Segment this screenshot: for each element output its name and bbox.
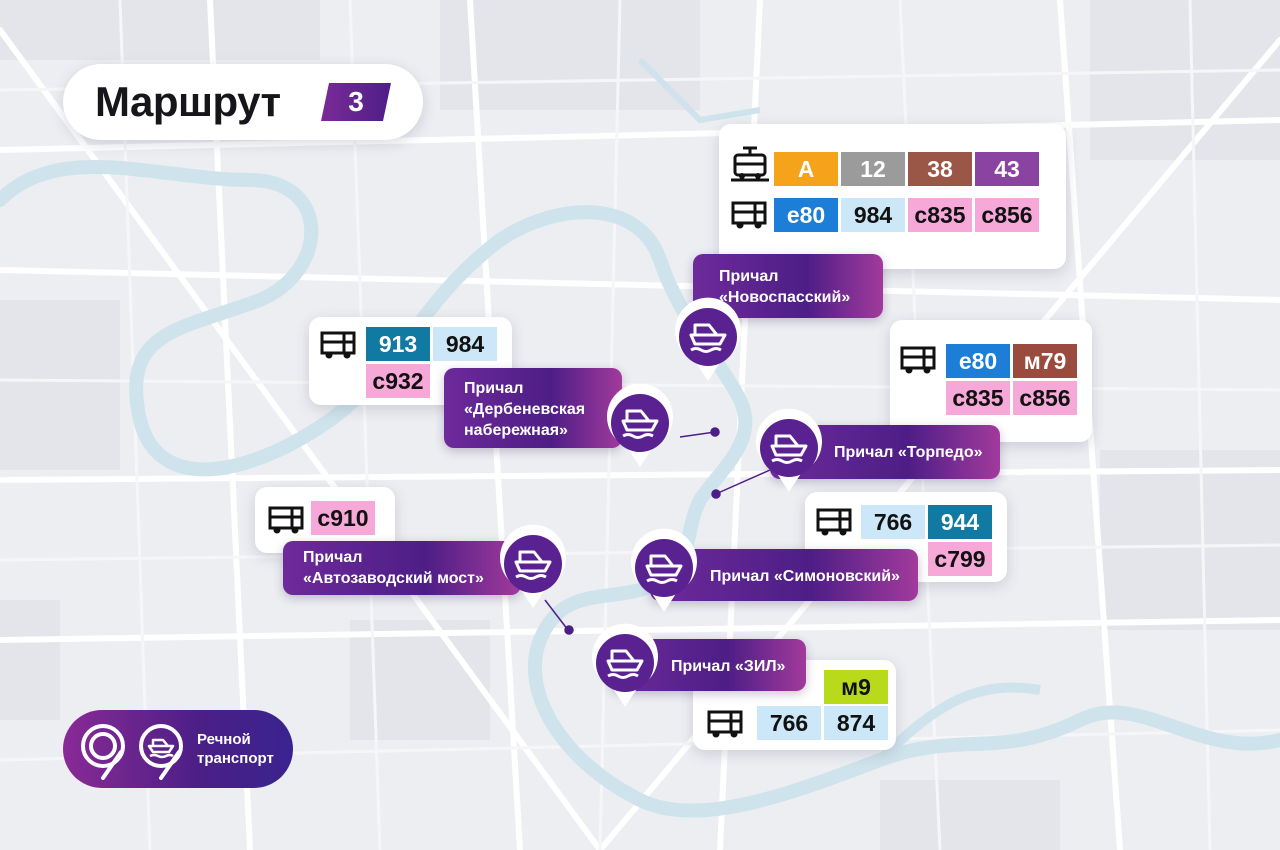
- pier-pin-avtozavodsky[interactable]: [498, 524, 568, 612]
- pier-label-line: Причал: [464, 380, 524, 397]
- route-title: Маршрут: [95, 78, 281, 125]
- pier-pin-torpedo[interactable]: [754, 408, 824, 496]
- pier-label-line: «Дербеневская: [464, 401, 586, 418]
- bus-route-984: 984: [841, 198, 905, 232]
- bus-icon: [320, 331, 356, 359]
- route-number-badge: 3: [321, 83, 391, 121]
- tram-route-38: 38: [908, 152, 972, 186]
- pier-pin-zil[interactable]: [590, 623, 660, 711]
- tram-route-43: 43: [975, 152, 1039, 186]
- tram-route-a: А: [774, 152, 838, 186]
- pier-label-line: «Автозаводский мост»: [303, 570, 484, 587]
- transfer-card-derbenevskaya: 913 984 с932: [309, 317, 512, 405]
- pier-pin-derbenevskaya[interactable]: [605, 383, 675, 471]
- pier-label-line: Причал «ЗИЛ»: [671, 658, 786, 675]
- bus-icon: [707, 710, 743, 738]
- bus-route-c799: с799: [928, 542, 992, 576]
- boat-icon: [500, 524, 566, 608]
- bus-route-874: 874: [824, 706, 888, 740]
- tram-icon: [731, 146, 769, 182]
- route-title-card: Маршрут 3: [63, 64, 423, 140]
- bus-route-944: 944: [928, 505, 992, 539]
- logo-line: транспорт: [197, 750, 274, 767]
- bus-route-c910: с910: [311, 501, 375, 535]
- boat-icon: [592, 623, 658, 707]
- bus-icon: [816, 508, 852, 536]
- boat-icon: [756, 408, 822, 492]
- bus-route-m79: м79: [1013, 344, 1077, 378]
- bus-route-913: 913: [366, 327, 430, 361]
- bus-route-766: 766: [757, 706, 821, 740]
- bus-route-984: 984: [433, 327, 497, 361]
- bus-route-e80: е80: [946, 344, 1010, 378]
- bus-route-c835: с835: [908, 198, 972, 232]
- bus-route-c932: с932: [366, 364, 430, 398]
- bus-route-e80: е80: [774, 198, 838, 232]
- transfer-card-simonovsky: 766 944 с799: [805, 492, 1007, 582]
- pier-label-line: набережная»: [464, 422, 568, 439]
- bus-route-m9: м9: [824, 670, 888, 704]
- pier-label-line: Причал «Торпедо»: [834, 444, 983, 461]
- river-transport-logo: Речной транспорт: [63, 710, 293, 788]
- bus-icon: [731, 201, 767, 229]
- tram-route-12: 12: [841, 152, 905, 186]
- pier-pin-novospassky[interactable]: [673, 297, 743, 385]
- bus-icon: [900, 346, 936, 374]
- pier-label-avtozavodsky[interactable]: Причал «Автозаводский мост»: [283, 541, 521, 595]
- transfer-card-novospassky: А 12 38 43 е80 984 с835 с856: [719, 124, 1066, 269]
- pier-label-line: Причал «Симоновский»: [710, 568, 900, 585]
- transfer-card-torpedo: е80 м79 с835 с856: [890, 320, 1092, 442]
- pier-label-derbenevskaya[interactable]: Причал «Дербеневская набережная»: [444, 368, 622, 448]
- bus-route-766: 766: [861, 505, 925, 539]
- moscow-transport-logo-icon: [81, 724, 183, 780]
- boat-icon: [631, 528, 697, 612]
- pier-label-line: Причал: [719, 268, 779, 285]
- bus-icon: [268, 506, 304, 534]
- bus-route-c856: с856: [1013, 381, 1077, 415]
- route-number: 3: [348, 86, 364, 117]
- logo-line: Речной: [197, 731, 251, 748]
- boat-icon: [607, 383, 673, 467]
- pier-label-line: Причал: [303, 549, 363, 566]
- pier-pin-simonovsky[interactable]: [629, 528, 699, 616]
- pier-label-line: «Новоспасский»: [719, 289, 851, 306]
- boat-icon: [675, 297, 741, 381]
- bus-route-c856: с856: [975, 198, 1039, 232]
- bus-route-c835: с835: [946, 381, 1010, 415]
